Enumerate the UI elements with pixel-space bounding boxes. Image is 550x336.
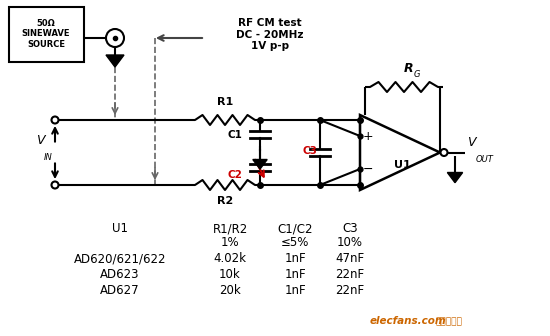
Text: 1nF: 1nF [284, 252, 306, 265]
Text: elecfans.com: elecfans.com [370, 316, 447, 326]
Circle shape [441, 149, 448, 156]
Text: U1: U1 [394, 160, 410, 169]
Text: C1/C2: C1/C2 [277, 222, 313, 235]
Text: C2: C2 [227, 170, 242, 180]
Text: −: − [363, 163, 373, 175]
Polygon shape [106, 55, 124, 67]
Text: C3: C3 [342, 222, 358, 235]
Text: 50Ω
SINEWAVE
SOURCE: 50Ω SINEWAVE SOURCE [22, 19, 70, 49]
Text: AD620/621/622: AD620/621/622 [74, 252, 166, 265]
Text: G: G [414, 70, 421, 79]
Text: OUT: OUT [476, 155, 494, 164]
Text: V: V [467, 135, 476, 149]
Text: 1nF: 1nF [284, 268, 306, 281]
Text: AD627: AD627 [100, 284, 140, 297]
Text: 1nF: 1nF [284, 284, 306, 297]
Text: AD623: AD623 [100, 268, 140, 281]
Circle shape [52, 181, 58, 188]
Text: 1%: 1% [221, 236, 239, 249]
Text: 22nF: 22nF [336, 268, 365, 281]
Text: R2: R2 [217, 196, 233, 206]
Text: RF CM test
DC - 20MHz
1V p-p: RF CM test DC - 20MHz 1V p-p [236, 18, 304, 51]
Circle shape [52, 117, 58, 124]
FancyBboxPatch shape [8, 6, 84, 61]
Text: 22nF: 22nF [336, 284, 365, 297]
Text: 10k: 10k [219, 268, 241, 281]
Text: R: R [404, 62, 414, 75]
Polygon shape [253, 160, 267, 169]
Text: C1: C1 [227, 130, 242, 140]
Text: IN: IN [44, 154, 53, 163]
Text: C3: C3 [302, 145, 317, 156]
Text: 47nF: 47nF [336, 252, 365, 265]
Text: +: + [362, 129, 373, 142]
Text: R1/R2: R1/R2 [212, 222, 248, 235]
Text: R1: R1 [217, 97, 233, 107]
Text: 20k: 20k [219, 284, 241, 297]
Text: 4.02k: 4.02k [213, 252, 246, 265]
Text: ≤5%: ≤5% [281, 236, 309, 249]
Text: U1: U1 [112, 222, 128, 235]
Polygon shape [447, 172, 463, 183]
Text: 10%: 10% [337, 236, 363, 249]
Text: 电子发烧友: 电子发烧友 [436, 317, 463, 326]
Text: V: V [36, 134, 45, 148]
